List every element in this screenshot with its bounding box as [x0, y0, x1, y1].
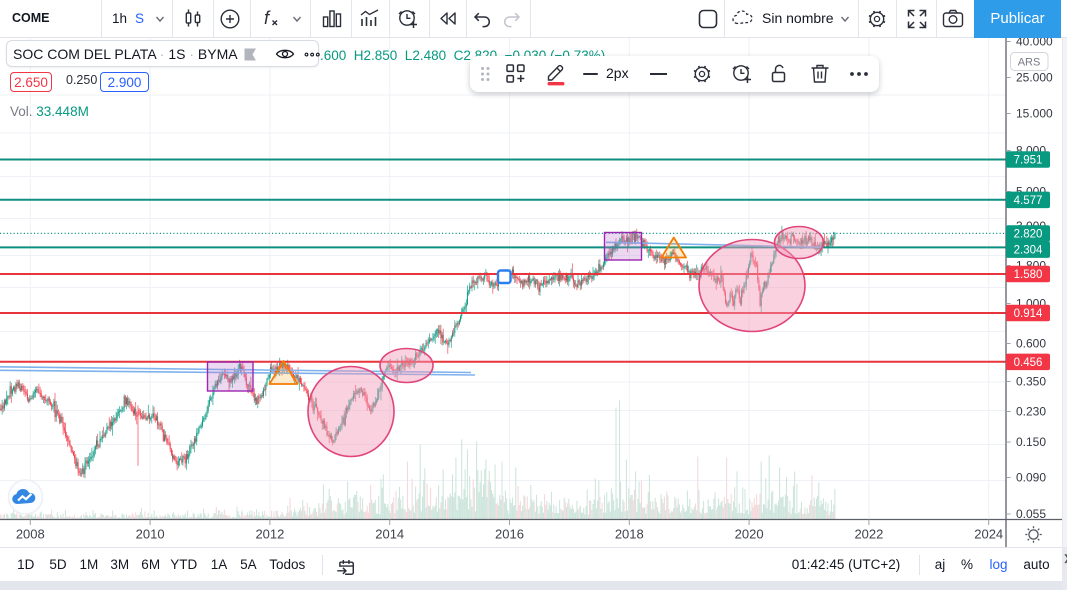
svg-text:40.000: 40.000 [1016, 35, 1053, 49]
svg-text:7.951: 7.951 [1014, 155, 1043, 167]
svg-text:2.820: 2.820 [1014, 228, 1043, 240]
svg-text:0.914: 0.914 [1014, 308, 1043, 320]
svg-text:2020: 2020 [735, 527, 764, 542]
svg-text:2018: 2018 [615, 527, 644, 542]
svg-text:0.456: 0.456 [1014, 357, 1043, 369]
svg-text:15.000: 15.000 [1016, 107, 1053, 121]
svg-text:2008: 2008 [16, 527, 45, 542]
svg-text:2024: 2024 [974, 527, 1003, 542]
svg-text:0.600: 0.600 [1016, 337, 1046, 351]
svg-text:0.055: 0.055 [1016, 507, 1046, 521]
svg-text:2014: 2014 [375, 527, 404, 542]
svg-text:0.350: 0.350 [1016, 375, 1046, 389]
svg-text:ARS: ARS [1018, 57, 1041, 69]
svg-text:4.577: 4.577 [1014, 195, 1043, 207]
svg-text:2010: 2010 [136, 527, 165, 542]
svg-text:2.304: 2.304 [1014, 245, 1043, 257]
svg-text:f: f [264, 8, 271, 28]
svg-text:0.150: 0.150 [1016, 435, 1046, 449]
svg-text:2012: 2012 [255, 527, 284, 542]
svg-text:0.090: 0.090 [1016, 471, 1046, 485]
svg-text:0.230: 0.230 [1016, 405, 1046, 419]
svg-text:2016: 2016 [495, 527, 524, 542]
svg-text:25.000: 25.000 [1016, 71, 1053, 85]
svg-text:1.580: 1.580 [1014, 269, 1043, 281]
svg-text:2022: 2022 [854, 527, 883, 542]
